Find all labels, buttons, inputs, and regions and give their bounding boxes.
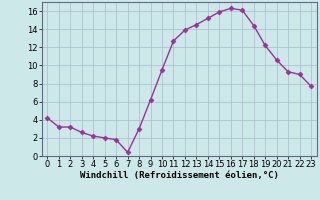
X-axis label: Windchill (Refroidissement éolien,°C): Windchill (Refroidissement éolien,°C) (80, 171, 279, 180)
